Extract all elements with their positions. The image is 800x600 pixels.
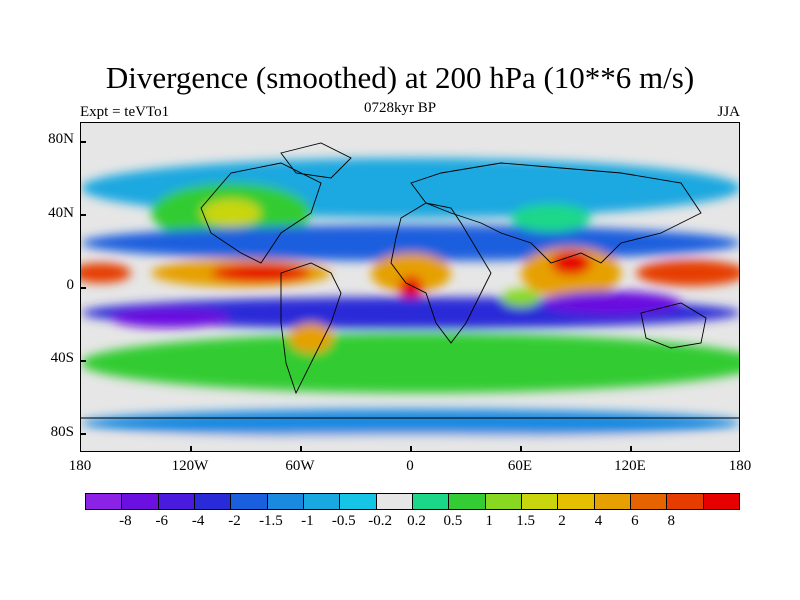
colorbar-swatch [412, 494, 450, 509]
tick [80, 433, 86, 435]
colorbar-label: 6 [631, 513, 639, 529]
lon-label-60w: 60W [285, 458, 315, 474]
colorbar-swatch [267, 494, 304, 509]
colorbar-swatch [158, 494, 195, 509]
experiment-label: Expt = teVTo1 [80, 104, 170, 120]
tick [80, 360, 86, 362]
colorbar-swatch [449, 494, 486, 509]
lon-label-180e: 180 [728, 458, 752, 474]
colorbar-label: -2 [228, 513, 241, 529]
colorbar-swatch [194, 494, 232, 509]
divergence-field-map [81, 123, 739, 451]
map-panel [80, 122, 740, 452]
tick [80, 287, 86, 289]
colorbar-swatch [231, 494, 268, 509]
colorbar-swatch [340, 494, 377, 509]
lat-label-eq: 0 [66, 277, 75, 293]
colorbar-swatch [594, 494, 631, 509]
tick [410, 446, 412, 452]
tick [190, 446, 192, 452]
lon-label-0: 0 [406, 458, 414, 474]
colorbar-swatch [376, 494, 413, 509]
plot-title: Divergence (smoothed) at 200 hPa (10**6 … [105, 60, 695, 95]
lat-label-80s: 80S [50, 424, 74, 440]
colorbar-label: -6 [155, 513, 169, 529]
colorbar-label: -1.5 [259, 513, 283, 529]
divergence-shading [81, 158, 739, 451]
colorbar-label: 0.2 [407, 513, 426, 529]
colorbar-label: 1 [485, 513, 494, 529]
colorbar-swatch [485, 494, 522, 509]
lon-label-120w: 120W [171, 458, 209, 474]
lon-label-120e: 120E [614, 458, 646, 474]
coastlines [81, 142, 739, 419]
colorbar-label: 2 [558, 513, 566, 529]
tick [520, 446, 522, 452]
colorbar-swatch [303, 494, 341, 509]
tick [80, 214, 86, 216]
colorbar-swatch [122, 494, 159, 509]
colorbar-swatch [521, 494, 559, 509]
colorbar-swatch [667, 494, 704, 509]
colorbar-label: -0.5 [331, 513, 356, 529]
colorbar-swatch [86, 494, 123, 509]
colorbar-swatch [630, 494, 668, 509]
colorbar-label: -0.2 [368, 513, 392, 529]
lon-label-180w: 180 [68, 458, 92, 474]
lat-label-40s: 40S [50, 350, 74, 366]
colorbar-label: 4 [594, 513, 603, 529]
tick [630, 446, 632, 452]
tick [80, 141, 86, 143]
time-label: 0728kyr BP [363, 100, 437, 116]
lat-label-80n: 80N [48, 131, 74, 147]
colorbar-label: 0.5 [443, 513, 463, 529]
colorbar-label: -8 [119, 513, 132, 529]
tick [300, 446, 302, 452]
lon-label-60e: 60E [507, 458, 533, 474]
colorbar-label: 1.5 [516, 513, 536, 529]
colorbar-label: -1 [301, 513, 314, 529]
colorbar-label: -4 [191, 513, 205, 529]
colorbar-swatch [558, 494, 595, 509]
season-label: JJA [717, 104, 740, 120]
lat-label-40n: 40N [48, 205, 74, 221]
colorbar [85, 493, 740, 510]
colorbar-swatch [703, 494, 739, 509]
colorbar-label: 8 [667, 513, 675, 529]
